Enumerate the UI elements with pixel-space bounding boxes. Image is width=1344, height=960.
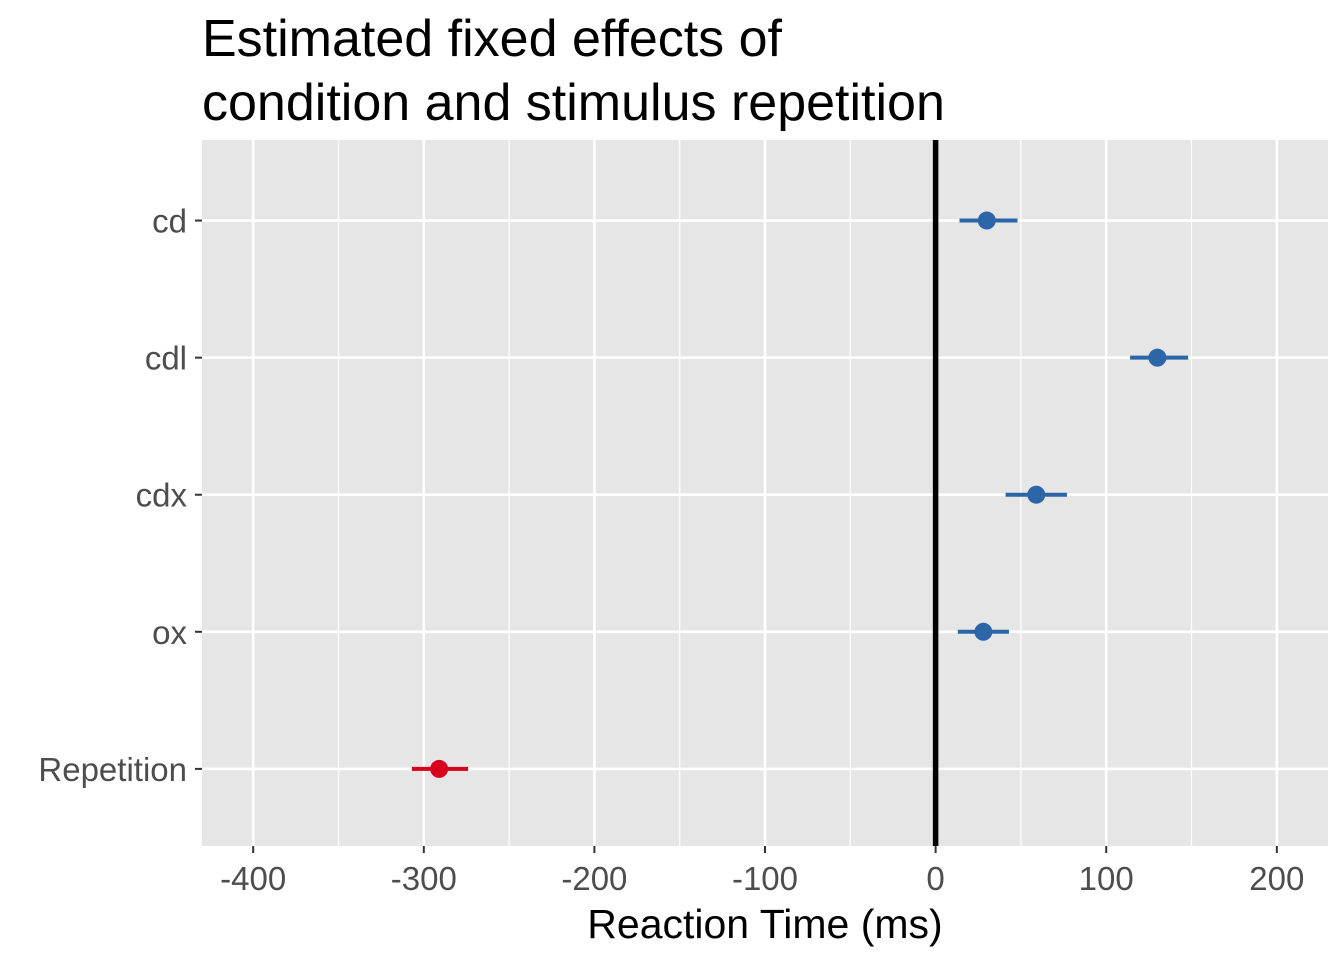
x-axis-title: Reaction Time (ms): [587, 901, 942, 947]
point-ox: [974, 622, 993, 641]
x-tick-label: 100: [1079, 860, 1134, 897]
y-tick-label: ox: [152, 614, 187, 651]
point-cdx: [1027, 485, 1046, 504]
x-tick-label: -100: [732, 860, 798, 897]
y-tick-label: cd: [152, 203, 187, 240]
x-tick-label: 200: [1249, 860, 1304, 897]
chart-title-line-2: condition and stimulus repetition: [202, 74, 945, 132]
x-axis: -400 -300 -200 -100 0 100 200: [220, 846, 1304, 897]
y-tick-label: cdx: [136, 477, 188, 514]
x-tick-label: -400: [220, 860, 286, 897]
chart-title-line-1: Estimated fixed effects of: [202, 10, 783, 68]
y-tick-label: cdl: [145, 340, 187, 377]
x-tick-label: 0: [926, 860, 944, 897]
x-tick-label: -300: [391, 860, 457, 897]
data-points: [411, 211, 1189, 778]
point-repetition: [430, 759, 449, 778]
y-tick-label: Repetition: [38, 751, 187, 788]
x-tick-label: -200: [561, 860, 627, 897]
y-axis: cd cdl cdx ox Repetition: [38, 203, 202, 788]
point-cd: [977, 211, 996, 230]
point-cdl: [1148, 348, 1167, 367]
